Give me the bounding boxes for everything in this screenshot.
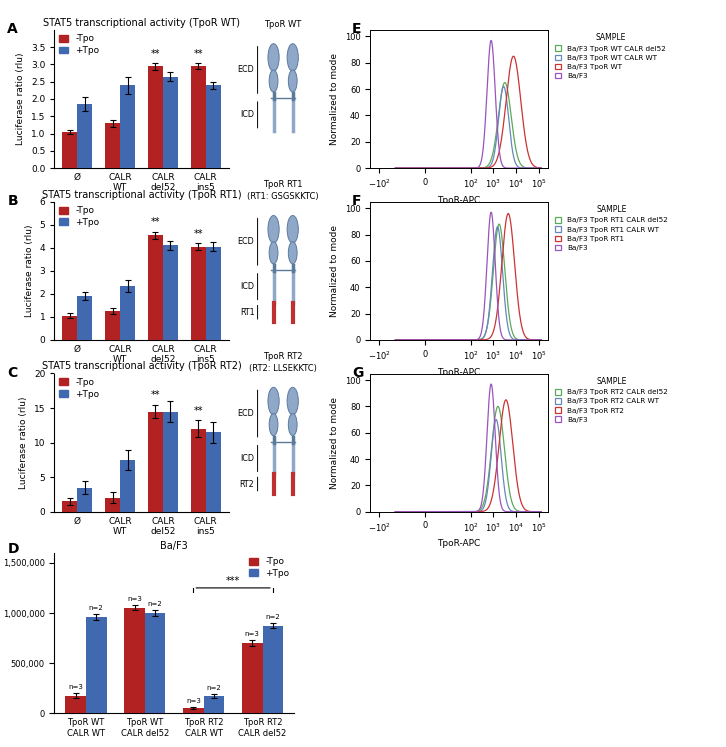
Text: G: G xyxy=(352,366,364,380)
Text: n=3: n=3 xyxy=(68,684,83,690)
Legend: Ba/F3 TpoR RT2 CALR del52, Ba/F3 TpoR RT2 CALR WT, Ba/F3 TpoR RT2, Ba/F3: Ba/F3 TpoR RT2 CALR del52, Ba/F3 TpoR RT… xyxy=(555,377,668,423)
X-axis label: TpoR-APC: TpoR-APC xyxy=(438,196,481,205)
Bar xyxy=(205,247,221,340)
Bar xyxy=(78,104,92,168)
Ellipse shape xyxy=(269,414,278,436)
Text: ECD: ECD xyxy=(237,238,254,247)
Bar xyxy=(205,85,221,168)
Text: B: B xyxy=(7,194,18,208)
Title: Ba/F3: Ba/F3 xyxy=(160,541,188,551)
Ellipse shape xyxy=(288,242,297,264)
Text: **: ** xyxy=(194,229,203,239)
Legend: Ba/F3 TpoR WT CALR del52, Ba/F3 TpoR WT CALR WT, Ba/F3 TpoR WT, Ba/F3: Ba/F3 TpoR WT CALR del52, Ba/F3 TpoR WT … xyxy=(555,34,666,79)
Ellipse shape xyxy=(268,44,279,71)
Text: **: ** xyxy=(151,391,160,400)
Bar xyxy=(62,131,78,168)
Ellipse shape xyxy=(268,387,279,415)
Bar xyxy=(242,643,263,713)
Bar xyxy=(191,66,205,168)
Bar xyxy=(148,412,163,512)
Bar xyxy=(105,123,121,168)
Bar xyxy=(105,311,121,340)
Text: n=2: n=2 xyxy=(266,614,280,620)
Ellipse shape xyxy=(269,70,278,92)
Title: TpoR RT2
(RT2: LLSEKKTC): TpoR RT2 (RT2: LLSEKKTC) xyxy=(249,352,317,373)
Title: STAT5 transcriptional activity (TpoR RT1): STAT5 transcriptional activity (TpoR RT1… xyxy=(42,190,241,199)
Bar xyxy=(191,247,205,340)
Bar xyxy=(263,625,283,713)
Bar xyxy=(148,235,163,340)
Text: ICD: ICD xyxy=(240,454,254,463)
Text: **: ** xyxy=(194,406,203,416)
Bar xyxy=(65,695,86,713)
Y-axis label: Normalized to mode: Normalized to mode xyxy=(330,225,339,317)
Bar xyxy=(144,613,166,713)
Bar xyxy=(163,246,178,340)
Text: F: F xyxy=(352,194,362,208)
Text: ***: *** xyxy=(226,576,240,586)
Text: RT1: RT1 xyxy=(240,308,254,317)
Bar xyxy=(163,412,178,512)
Bar xyxy=(205,433,221,512)
Text: **: ** xyxy=(151,217,160,228)
Text: n=2: n=2 xyxy=(207,685,221,691)
Text: n=3: n=3 xyxy=(127,596,142,603)
Legend: -Tpo, +Tpo: -Tpo, +Tpo xyxy=(59,378,99,399)
Bar xyxy=(62,316,78,340)
Text: RT2: RT2 xyxy=(240,480,254,489)
X-axis label: TpoR-APC: TpoR-APC xyxy=(438,368,481,376)
Ellipse shape xyxy=(287,387,298,415)
Bar xyxy=(121,460,135,512)
Text: A: A xyxy=(7,22,18,37)
Text: n=2: n=2 xyxy=(89,605,104,611)
Text: ECD: ECD xyxy=(237,409,254,418)
Text: D: D xyxy=(7,542,19,556)
Ellipse shape xyxy=(268,216,279,244)
Title: STAT5 transcriptional activity (TpoR RT2): STAT5 transcriptional activity (TpoR RT2… xyxy=(41,362,242,371)
Y-axis label: Luciferase ratio (rlu): Luciferase ratio (rlu) xyxy=(20,397,28,489)
Legend: Ba/F3 TpoR RT1 CALR del52, Ba/F3 TpoR RT1 CALR WT, Ba/F3 TpoR RT1, Ba/F3: Ba/F3 TpoR RT1 CALR del52, Ba/F3 TpoR RT… xyxy=(555,205,668,251)
Text: E: E xyxy=(352,22,362,37)
Ellipse shape xyxy=(287,216,298,244)
Ellipse shape xyxy=(288,414,297,436)
Y-axis label: Luciferase ratio (rlu): Luciferase ratio (rlu) xyxy=(17,53,25,145)
Bar xyxy=(121,85,135,168)
Bar xyxy=(78,488,92,512)
Ellipse shape xyxy=(287,44,298,71)
Text: n=3: n=3 xyxy=(245,631,260,637)
Title: TpoR WT: TpoR WT xyxy=(264,20,302,29)
Text: n=3: n=3 xyxy=(186,698,201,704)
Bar xyxy=(163,76,178,168)
Y-axis label: Luciferase ratio (rlu): Luciferase ratio (rlu) xyxy=(25,225,34,317)
Bar xyxy=(124,608,144,713)
Text: ICD: ICD xyxy=(240,111,254,120)
Text: ICD: ICD xyxy=(240,282,254,291)
X-axis label: TpoR-APC: TpoR-APC xyxy=(438,539,481,548)
Bar xyxy=(183,708,204,713)
Bar xyxy=(105,498,121,512)
Ellipse shape xyxy=(288,70,297,92)
Y-axis label: Normalized to mode: Normalized to mode xyxy=(330,397,339,489)
Bar xyxy=(78,296,92,340)
Title: TpoR RT1
(RT1: GSGSKKTC): TpoR RT1 (RT1: GSGSKKTC) xyxy=(248,180,319,201)
Legend: -Tpo, +Tpo: -Tpo, +Tpo xyxy=(59,34,99,55)
Legend: -Tpo, +Tpo: -Tpo, +Tpo xyxy=(249,557,290,578)
Text: **: ** xyxy=(151,49,160,58)
Bar xyxy=(86,617,107,713)
Y-axis label: Normalized to mode: Normalized to mode xyxy=(330,53,339,145)
Bar xyxy=(121,286,135,340)
Text: **: ** xyxy=(194,49,203,59)
Bar xyxy=(204,696,224,713)
Title: STAT5 transcriptional activity (TpoR WT): STAT5 transcriptional activity (TpoR WT) xyxy=(43,18,240,28)
Text: ECD: ECD xyxy=(237,66,254,75)
Bar xyxy=(62,501,78,512)
Text: C: C xyxy=(7,366,17,380)
Bar xyxy=(148,66,163,168)
Ellipse shape xyxy=(269,242,278,264)
Text: n=2: n=2 xyxy=(147,601,163,607)
Legend: -Tpo, +Tpo: -Tpo, +Tpo xyxy=(59,206,99,227)
Bar xyxy=(191,429,205,512)
